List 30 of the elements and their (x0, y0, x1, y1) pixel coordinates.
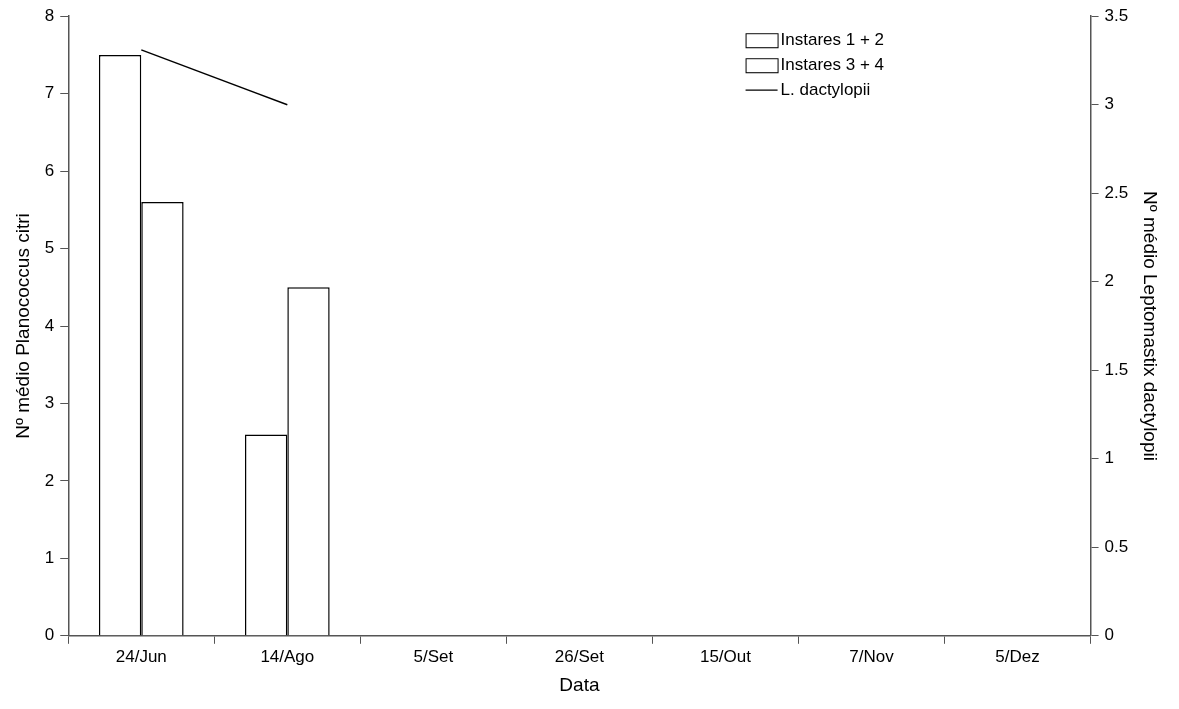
x-tick-label: 7/Nov (849, 646, 895, 666)
y-axis-title: Nº médio Planococcus citri (11, 213, 33, 439)
y-tick-label: 5 (44, 238, 55, 258)
y-tick-label: 2 (44, 470, 55, 490)
y2-tick-label: 3.5 (1104, 5, 1129, 25)
legend-label: Instares 3 + 4 (780, 54, 885, 74)
y-tick-label: 0 (44, 625, 55, 645)
y-tick-label: 8 (44, 5, 55, 25)
x-tick-label: 15/Out (699, 646, 752, 666)
y-tick-label: 7 (44, 83, 55, 103)
legend-label: Instares 1 + 2 (780, 29, 885, 49)
y2-tick-label: 3 (1104, 94, 1115, 114)
y2-tick-label: 2 (1104, 271, 1115, 291)
x-tick-label: 5/Set (413, 646, 454, 666)
y2-axis-title: Nº médio Leptomastix dactylopii (1140, 191, 1162, 461)
y-tick-label: 6 (44, 160, 55, 180)
y2-tick-label: 2.5 (1104, 182, 1129, 202)
y-tick-label: 1 (44, 548, 55, 568)
x-tick-label: 26/Set (554, 646, 605, 666)
x-axis-title: Data (559, 673, 600, 695)
legend-label: L. dactylopii (780, 79, 871, 99)
y2-tick-label: 0.5 (1104, 536, 1129, 556)
y2-tick-label: 0 (1104, 625, 1115, 645)
y2-tick-label: 1.5 (1104, 359, 1129, 379)
x-tick-label: 5/Dez (995, 646, 1040, 666)
y-tick-label: 4 (44, 315, 55, 335)
y2-tick-label: 1 (1104, 448, 1115, 468)
y-tick-label: 3 (44, 393, 55, 413)
x-tick-label: 24/Jun (115, 646, 167, 666)
x-tick-label: 14/Ago (260, 646, 315, 666)
